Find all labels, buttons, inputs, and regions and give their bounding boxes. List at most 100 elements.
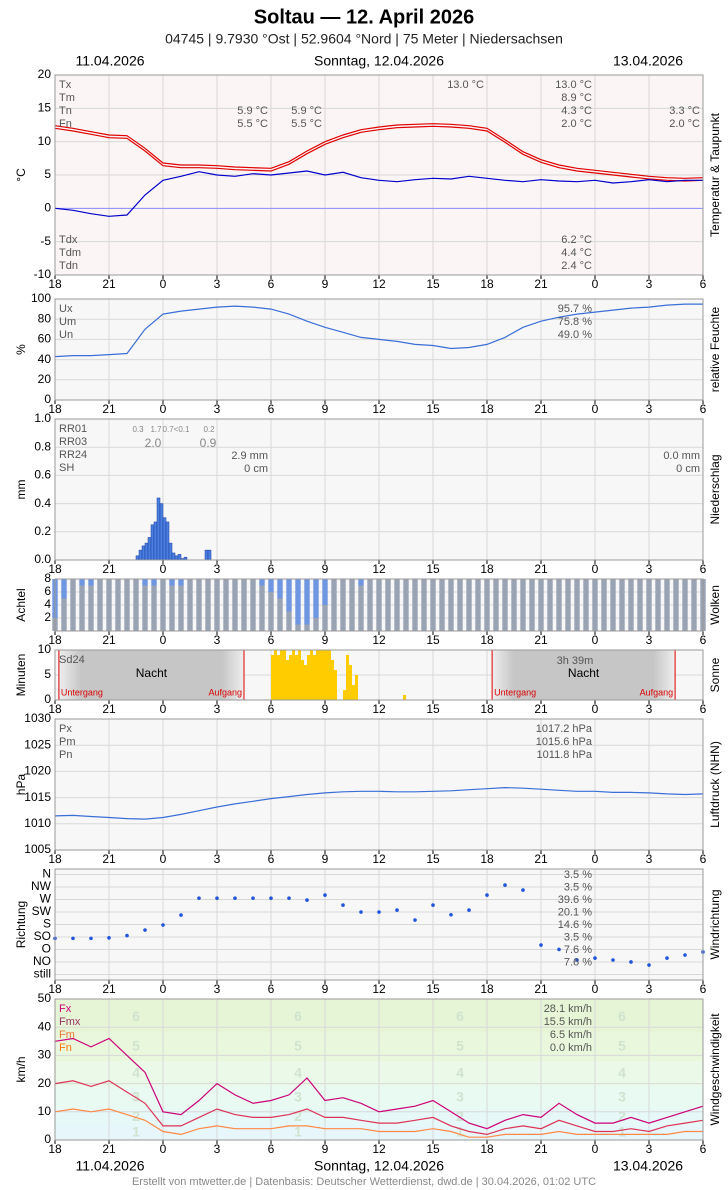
line — [54, 123, 704, 179]
y-axis-label: °C — [14, 168, 28, 182]
y-tick-label: O — [42, 942, 51, 956]
y-tick-label: 50 — [38, 991, 52, 1005]
stat-value: 1011.8 hPa — [537, 749, 593, 761]
x-tick-label: 0 — [592, 402, 599, 416]
y-tick-label: 8 — [44, 571, 51, 585]
point — [683, 953, 687, 957]
bar — [207, 549, 212, 561]
cloud-bar — [70, 579, 76, 631]
y-tick-label: 0.6 — [34, 468, 51, 482]
night-label: Nacht — [136, 666, 168, 680]
annotation: 0.9 — [200, 436, 217, 450]
bar — [147, 537, 152, 561]
clear-sky-bar — [304, 579, 310, 625]
stat-value: 2.4 °C — [561, 260, 592, 272]
bar — [171, 552, 176, 561]
x-tick-label: 15 — [426, 633, 440, 647]
x-tick-label: 9 — [322, 277, 329, 291]
bar — [334, 670, 337, 700]
cloud-bar — [574, 579, 580, 631]
bar — [313, 655, 316, 700]
x-tick-label: 3 — [646, 562, 653, 576]
x-tick-label: 18 — [48, 402, 62, 416]
cloud-bar — [601, 579, 607, 631]
bar — [153, 521, 158, 561]
x-tick-label: 21 — [102, 633, 116, 647]
night — [492, 650, 676, 700]
stat-label: RR01 — [59, 423, 87, 435]
y-tick-label: 1.0 — [34, 411, 51, 425]
x-tick-label: 9 — [322, 1142, 329, 1156]
clear-sky-bar — [151, 579, 157, 586]
annotation: 0 cm — [244, 463, 268, 475]
y-tick-label: 10 — [38, 134, 52, 148]
cloud-bar — [412, 579, 418, 631]
bar — [135, 555, 140, 561]
x-tick-label: 21 — [534, 562, 548, 576]
x-tick-label: 0 — [592, 277, 599, 291]
cloud-bar — [430, 579, 436, 631]
x-tick-label: 21 — [534, 702, 548, 716]
cloud-bar — [241, 579, 247, 631]
cloud-bar — [367, 579, 373, 631]
point — [215, 896, 219, 900]
y-tick-label: 0 — [44, 392, 51, 406]
x-tick-label: 21 — [534, 852, 548, 866]
x-tick-label: 0 — [592, 852, 599, 866]
bar — [274, 650, 277, 700]
plot-frame — [54, 998, 704, 1141]
point — [395, 908, 399, 912]
cloud-bar — [637, 579, 643, 631]
cloud-bar — [268, 592, 274, 631]
x-tick-label: 12 — [372, 852, 386, 866]
y-tick-label: 4 — [44, 597, 51, 611]
cloud-bar — [79, 585, 85, 631]
x-tick-label: 6 — [268, 982, 275, 996]
x-tick-label: 21 — [102, 1142, 116, 1156]
date-center: Sonntag, 12.04.2026 — [314, 1158, 444, 1174]
stat-value: 49.0 % — [558, 329, 592, 341]
cloud-bar — [358, 585, 364, 631]
bar — [283, 650, 286, 700]
beaufort-label: 2 — [456, 1108, 464, 1124]
stat-value: 14.6 % — [558, 919, 592, 931]
cloud-bar — [538, 579, 544, 631]
y-tick-label: 6 — [44, 584, 51, 598]
beaufort-label: 3 — [456, 1088, 464, 1104]
y-tick-label: 30 — [38, 1048, 52, 1062]
cloud-bar — [286, 611, 292, 631]
y-axis-label: Richtung — [14, 901, 28, 948]
stat-label: Tm — [59, 92, 75, 104]
x-tick-label: 0 — [592, 562, 599, 576]
point — [323, 893, 327, 897]
point — [629, 960, 633, 964]
beaufort-label: 3 — [618, 1088, 626, 1104]
x-tick-label: 9 — [322, 402, 329, 416]
line — [54, 1108, 703, 1138]
x-tick-label: 9 — [322, 702, 329, 716]
cloud-bar — [385, 579, 391, 631]
beaufort-label: 3 — [294, 1088, 302, 1104]
date-right: 13.04.2026 — [613, 53, 683, 69]
clear-sky-bar — [88, 579, 94, 586]
x-tick-label: 3 — [646, 402, 653, 416]
x-tick-label: 15 — [426, 562, 440, 576]
y-tick-label: 1005 — [24, 842, 51, 856]
beaufort-label: 2 — [132, 1108, 140, 1124]
cloud-bar — [259, 585, 265, 631]
bar — [298, 650, 301, 700]
x-tick-label: 0 — [592, 633, 599, 647]
cloud-bar — [160, 579, 166, 631]
side-title: Wolken — [708, 585, 722, 625]
x-tick-label: 21 — [102, 562, 116, 576]
x-tick-label: 6 — [268, 633, 275, 647]
stat-value: 28.1 km/h — [544, 1003, 592, 1015]
bar — [289, 655, 292, 700]
beaufort-label: 2 — [618, 1108, 626, 1124]
cloud-bar — [349, 579, 355, 631]
x-tick-label: 3 — [214, 852, 221, 866]
bar — [156, 497, 161, 561]
bar — [162, 517, 167, 561]
y-tick-label: 2 — [44, 610, 51, 624]
